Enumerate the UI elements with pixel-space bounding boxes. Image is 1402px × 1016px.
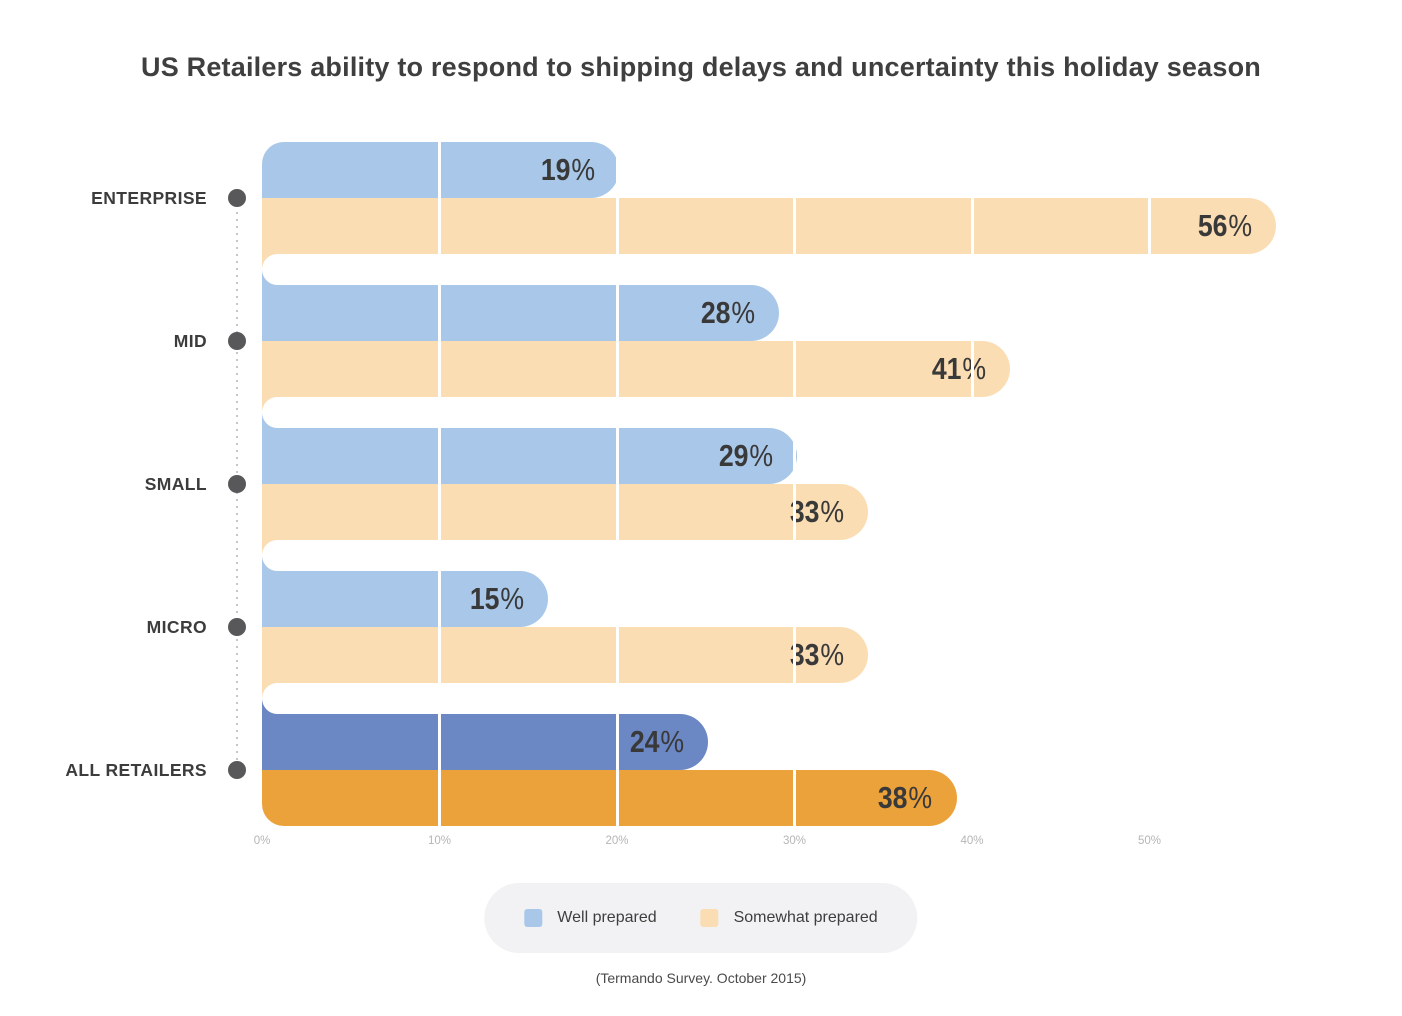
x-tick-label-0%: 0% bbox=[253, 835, 271, 847]
bar-mid-well-prepared: 28% bbox=[262, 285, 779, 341]
bar-value-label-mid-well-prepared: 28% bbox=[700, 295, 755, 330]
bar-value-label-micro-somewhat-prepared: 33% bbox=[789, 637, 844, 672]
legend: Well prepared Somewhat prepared bbox=[484, 883, 918, 953]
bar-value-label-micro-well-prepared: 15% bbox=[470, 581, 525, 616]
source-note: (Termando Survey. October 2015) bbox=[595, 970, 807, 986]
category-dot bbox=[228, 332, 246, 350]
x-tick-label-50%: 50% bbox=[1137, 835, 1162, 847]
x-tick-label-10%: 10% bbox=[427, 835, 452, 847]
bar-value-label-small-well-prepared: 29% bbox=[718, 438, 773, 473]
bar-value-label-enterprise-well-prepared: 19% bbox=[541, 152, 596, 187]
x-tick-label-40%: 40% bbox=[960, 835, 984, 847]
bar-enterprise-somewhat-prepared: 56% bbox=[262, 198, 1276, 254]
bar-micro-well-prepared: 15% bbox=[262, 571, 549, 627]
bar-value-label-enterprise-somewhat-prepared: 56% bbox=[1197, 208, 1252, 243]
legend-item-well-prepared: Well prepared bbox=[524, 909, 657, 927]
category-dot bbox=[228, 761, 246, 779]
category-label-small: SMALL bbox=[144, 474, 207, 494]
category-label-micro: MICRO bbox=[146, 617, 207, 637]
legend-label-somewhat-prepared: Somewhat prepared bbox=[733, 909, 878, 926]
bar-value-label-small-somewhat-prepared: 33% bbox=[789, 494, 844, 529]
x-tick-label-30%: 30% bbox=[782, 835, 807, 847]
category-dot bbox=[228, 475, 246, 493]
bar-value-label-all-retailers-somewhat-prepared: 38% bbox=[878, 780, 933, 815]
category-dot bbox=[228, 189, 246, 207]
bar-small-somewhat-prepared: 33% bbox=[262, 484, 868, 540]
category-label-enterprise: ENTERPRISE bbox=[91, 188, 207, 208]
gridline-10% bbox=[438, 142, 441, 826]
gridline-40% bbox=[970, 142, 974, 826]
category-label-mid: MID bbox=[173, 331, 207, 351]
category-dot bbox=[228, 618, 246, 636]
bar-value-label-mid-somewhat-prepared: 41% bbox=[931, 351, 986, 386]
bar-all-retailers-somewhat-prepared: 38% bbox=[262, 770, 957, 826]
gridline-30% bbox=[793, 142, 796, 826]
chart-title: US Retailers ability to respond to shipp… bbox=[141, 52, 1261, 82]
bar-all-retailers-well-prepared: 24% bbox=[262, 714, 708, 770]
x-tick-label-20%: 20% bbox=[605, 835, 629, 847]
legend-swatch-well-prepared bbox=[524, 909, 543, 927]
bar-micro-somewhat-prepared: 33% bbox=[262, 627, 868, 683]
bar-small-well-prepared: 29% bbox=[262, 428, 797, 484]
legend-swatch-somewhat-prepared bbox=[700, 909, 719, 927]
bar-mid-somewhat-prepared: 41% bbox=[262, 341, 1010, 397]
category-label-all-retailers: ALL RETAILERS bbox=[65, 760, 207, 780]
legend-label-well-prepared: Well prepared bbox=[557, 909, 657, 926]
legend-item-somewhat-prepared: Somewhat prepared bbox=[700, 909, 878, 927]
gridline-20% bbox=[615, 142, 619, 826]
gridline-50% bbox=[1148, 142, 1151, 826]
bar-value-label-all-retailers-well-prepared: 24% bbox=[629, 724, 684, 759]
